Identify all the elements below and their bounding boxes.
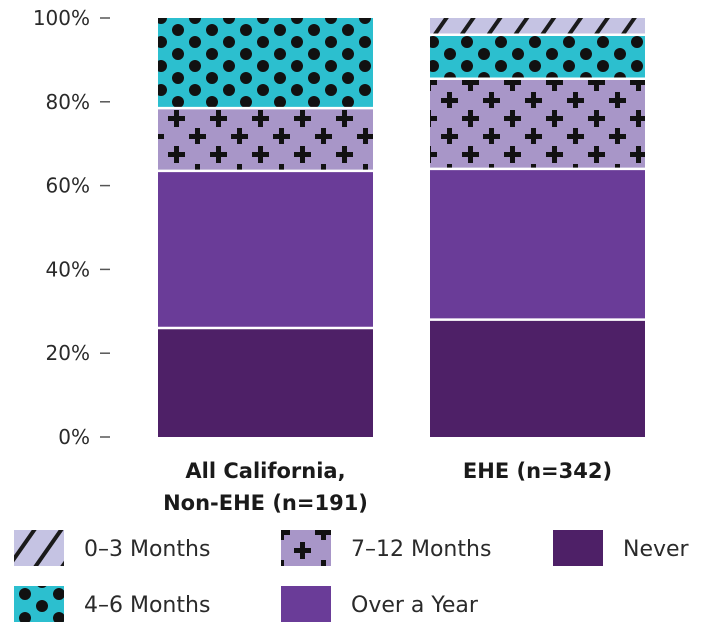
bar-segment-4-6-months — [430, 34, 645, 79]
bar-segment-4-6-months — [158, 18, 373, 109]
legend-swatch — [14, 530, 64, 566]
bar-segment-0-3-months — [430, 18, 645, 35]
y-tick-label: 100% — [33, 6, 90, 30]
category-labels: All California, Non-EHE (n=191) EHE (n=342… — [163, 459, 612, 515]
bar-segment-7-12-months — [430, 78, 645, 169]
y-tick-label: 40% — [46, 257, 90, 281]
y-tick-label: 0% — [58, 425, 90, 449]
bar-segment-over-a-year — [430, 168, 645, 320]
y-tick-label: 20% — [46, 341, 90, 365]
legend-label: Never — [623, 537, 690, 562]
legend-swatch — [553, 530, 603, 566]
legend: 0–3 Months 7–12 Months Never 4–6 Months Over… — [14, 530, 690, 622]
bar-segment-over-a-year — [158, 170, 373, 329]
bar-segment-never — [430, 319, 645, 437]
y-axis: 0% 20% 40% 60% 80% 100% — [33, 6, 110, 449]
bar-segment-7-12-months — [158, 108, 373, 171]
legend-label: 0–3 Months — [84, 537, 210, 562]
legend-swatch — [281, 530, 331, 566]
legend-swatch — [281, 586, 331, 622]
y-tick-label: 60% — [46, 174, 90, 198]
legend-label: Over a Year — [351, 593, 479, 618]
category-label: All California, Non-EHE (n=191) — [163, 459, 368, 515]
legend-label: 4–6 Months — [84, 593, 210, 618]
bar-segment-never — [158, 328, 373, 437]
legend-swatch — [14, 586, 64, 622]
y-tick-label: 80% — [46, 90, 90, 114]
category-label: EHE (n=342) — [463, 459, 612, 483]
legend-label: 7–12 Months — [351, 537, 491, 562]
bars — [158, 18, 645, 437]
